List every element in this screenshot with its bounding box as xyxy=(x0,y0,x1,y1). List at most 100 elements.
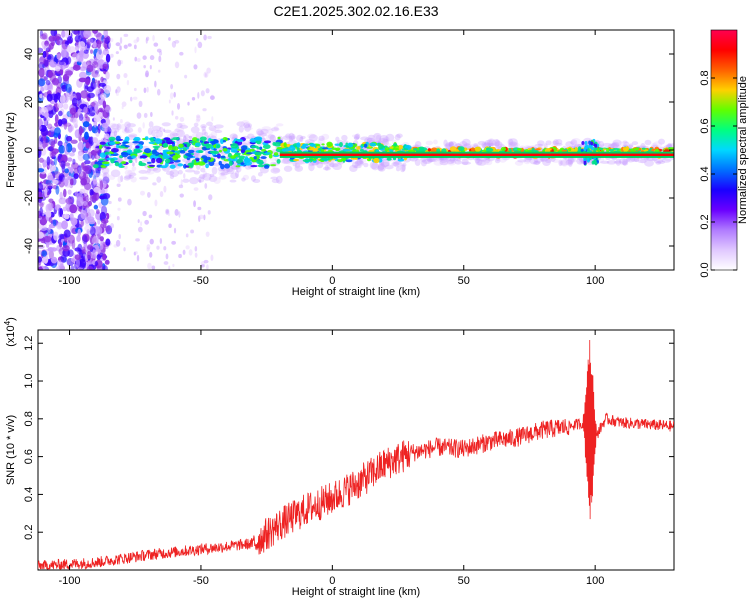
spectrum-cell xyxy=(565,141,574,148)
spectrum-cell xyxy=(172,132,179,137)
spectrum-cell xyxy=(574,146,578,152)
spectrum-cell xyxy=(43,179,52,185)
spectrum-cell xyxy=(317,138,326,146)
snr-y-label: SNR (10 * v/v) xyxy=(5,415,17,485)
spectrum-cell xyxy=(459,141,468,148)
spectrum-cell xyxy=(567,147,572,152)
spectrum-cell xyxy=(470,147,475,152)
x-tick-label: 0 xyxy=(329,575,335,587)
spectrum-cell xyxy=(372,134,382,139)
spectrum-cell xyxy=(81,61,88,69)
spectrum-cell xyxy=(104,225,111,232)
spectrum-cell xyxy=(87,39,91,45)
spectrum-cell xyxy=(120,151,127,156)
spectrum-cell xyxy=(184,134,190,140)
spectrum-cell xyxy=(102,171,110,180)
spectrum-cell xyxy=(41,32,48,40)
spectrum-cell xyxy=(613,160,623,164)
spectrum-cell xyxy=(128,174,132,178)
spectrum-cell xyxy=(486,142,495,147)
spectrum-cell xyxy=(379,134,389,143)
spectrum-cell xyxy=(256,128,263,136)
x-tick-label: 100 xyxy=(586,275,604,287)
spectrum-cell xyxy=(193,187,199,191)
spectrum-cell xyxy=(193,170,200,175)
spectrum-cell xyxy=(351,161,359,169)
spectrum-cell xyxy=(89,226,96,236)
spectrum-cell xyxy=(208,125,217,132)
spectrum-cell xyxy=(652,141,663,148)
spectrum-cell xyxy=(185,165,190,168)
spectrum-cell xyxy=(133,44,137,50)
x-tick-label: -50 xyxy=(193,575,209,587)
spectrum-cell xyxy=(78,77,87,83)
spectrum-cell xyxy=(103,84,112,94)
spectrum-cell xyxy=(324,164,329,171)
spectrum-cell xyxy=(83,49,89,54)
spectrum-cell xyxy=(534,148,541,151)
spectrum-cell xyxy=(98,144,103,150)
spectrum-cell xyxy=(155,157,163,164)
spectrum-cell xyxy=(369,142,377,147)
spectrum-cell xyxy=(209,173,215,177)
spectrum-cell xyxy=(241,177,246,182)
spectrum-cell xyxy=(359,148,364,152)
spectrum-cell xyxy=(203,131,209,137)
spectrum-cell xyxy=(201,129,207,136)
spectrum-cell xyxy=(345,159,353,163)
spectrum-cell xyxy=(611,141,620,148)
spectrum-cell xyxy=(618,158,629,165)
spectrum-cell xyxy=(172,146,179,151)
spectrum-cell xyxy=(108,141,116,146)
spectrum-cell xyxy=(88,112,96,117)
spectrum-cell xyxy=(321,143,325,146)
y-tick-label: 0.8 xyxy=(23,411,35,426)
spectrum-cell xyxy=(294,160,305,165)
spectrum-cell xyxy=(277,136,281,140)
spectrum-cell xyxy=(261,126,272,132)
spectrum-cell xyxy=(608,143,615,149)
spectrum-cell xyxy=(368,134,375,139)
spectrum-cell xyxy=(67,157,73,162)
spectrum-cell xyxy=(144,219,150,225)
spectrum-cell xyxy=(143,158,149,163)
spectrum-cell xyxy=(82,234,88,244)
spectrum-cell xyxy=(147,191,151,198)
snr-frame xyxy=(37,329,675,571)
spectrum-cell xyxy=(171,110,174,116)
spectrum-cell xyxy=(70,265,75,270)
spectrum-cell xyxy=(320,157,328,161)
snr-x-label: Height of straight line (km) xyxy=(292,586,420,598)
spectrum-cell xyxy=(77,108,81,116)
spectrum-cell xyxy=(108,213,112,218)
spectrum-cell xyxy=(606,147,610,153)
spectrum-cell xyxy=(386,157,392,161)
spectrum-cell xyxy=(126,80,130,86)
spectrum-cell xyxy=(393,160,403,168)
spectrum-cell xyxy=(184,74,188,79)
spectrum-cell xyxy=(133,87,137,92)
spectrum-cell xyxy=(67,189,72,195)
spectrum-cell xyxy=(479,157,487,162)
spectrum-cell xyxy=(183,135,187,142)
spectrum-cell xyxy=(174,61,180,69)
spectrum-cell xyxy=(78,125,83,136)
spectrum-cell xyxy=(396,133,403,138)
spectrum-cell xyxy=(433,139,438,145)
spectrum-cell xyxy=(72,158,76,165)
spectrum-cell xyxy=(138,100,143,107)
spectrum-cell xyxy=(151,125,162,131)
spectrum-cell xyxy=(45,179,53,186)
spectrum-cell xyxy=(95,166,101,175)
spectrum-cell xyxy=(71,147,77,153)
spectrum-cell xyxy=(152,167,161,173)
spectrum-cell xyxy=(99,211,107,222)
spectrum-cell xyxy=(135,238,140,242)
spectrum-cell xyxy=(91,79,98,84)
spectrum-cell xyxy=(170,83,174,90)
spectrum-cell xyxy=(561,149,568,152)
spectrum-cell xyxy=(42,50,47,58)
spectrum-cell xyxy=(133,148,138,155)
spectrum-cell xyxy=(149,55,155,61)
spectrum-cell xyxy=(95,129,100,137)
